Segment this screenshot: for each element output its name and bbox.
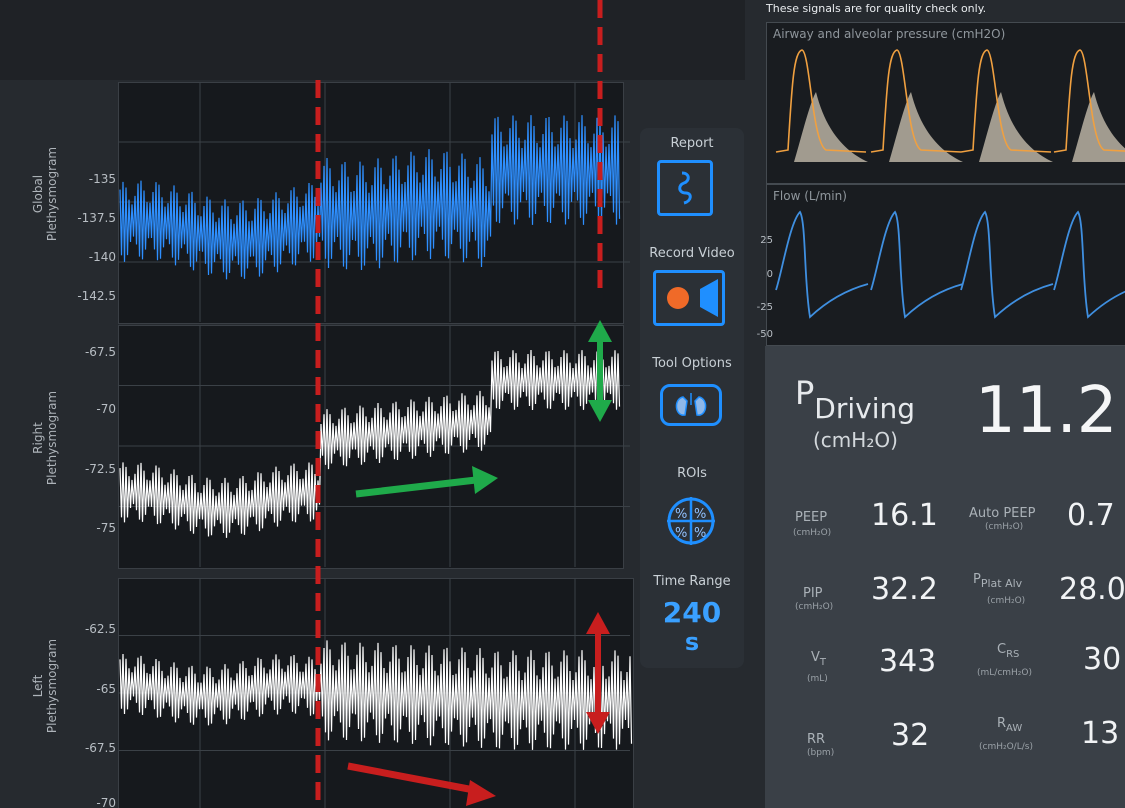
- right-trace: [119, 350, 621, 538]
- global-tick-3: -140: [88, 250, 116, 264]
- global-tick-4: -142.5: [77, 289, 116, 303]
- red-arrowhead-up: [586, 612, 610, 634]
- left-tick-1: -62.5: [84, 622, 116, 636]
- top-bezel: [0, 0, 745, 80]
- respiratory-metrics-panel: PDriving (cmH₂O) 11.2 PEEP (cmH₂O) 16.1 …: [765, 346, 1125, 808]
- vt-v: V: [811, 650, 820, 665]
- green-trend-arrow-shaft: [355, 476, 477, 498]
- pip-value: 32.2: [871, 572, 938, 607]
- left-trace: [119, 640, 633, 750]
- flow-tick-2: 0: [766, 269, 773, 280]
- auto-peep-unit: (cmH₂O): [985, 522, 1024, 532]
- svg-text:%: %: [675, 507, 687, 522]
- time-range-unit[interactable]: s: [684, 628, 700, 656]
- quality-check-note: These signals are for quality check only…: [766, 2, 987, 15]
- raw-sub: AW: [1006, 723, 1023, 734]
- rr-label: RR: [807, 732, 826, 747]
- rr-unit: (bpm): [807, 748, 835, 758]
- svg-text:%: %: [694, 507, 706, 522]
- svg-text:%: %: [675, 526, 687, 541]
- auto-peep-value: 0.7: [1067, 498, 1115, 533]
- tool-options-label: Tool Options: [652, 356, 732, 371]
- global-tick-1: -135: [88, 172, 116, 186]
- tool-options-icon[interactable]: [660, 384, 722, 426]
- green-trend-arrowhead: [472, 466, 498, 494]
- global-trace: [119, 115, 621, 280]
- green-arrowhead-down: [588, 400, 612, 422]
- rois-icon[interactable]: %%%%: [664, 494, 718, 548]
- driving-sub: Driving: [814, 392, 916, 425]
- pplat-value: 28.0: [1059, 572, 1125, 607]
- flow-waveform-title: Flow (L/min): [773, 189, 847, 203]
- crs-unit: (mL/cmH₂O): [977, 668, 1033, 678]
- rr-value: 32: [891, 718, 930, 753]
- record-video-label: Record Video: [649, 246, 735, 261]
- vt-sub: T: [819, 657, 827, 668]
- flow-tick-1: 25: [760, 235, 773, 246]
- report-label: Report: [670, 136, 714, 151]
- pplat-label: PPlat Alv: [973, 572, 1023, 590]
- flow-tick-3: -25: [756, 302, 773, 313]
- record-video-icon[interactable]: [653, 270, 725, 326]
- vt-value: 343: [879, 644, 937, 679]
- peep-value: 16.1: [871, 498, 938, 533]
- svg-text:%: %: [694, 526, 706, 541]
- left-tick-3: -67.5: [84, 741, 116, 755]
- tool-sidebar: Report Record Video Tool Options ROIs %%…: [640, 128, 744, 668]
- pplat-p: P: [973, 572, 981, 587]
- right-tick-1: -67.5: [84, 345, 116, 359]
- time-range-label: Time Range: [653, 574, 731, 589]
- driving-p: P: [795, 374, 815, 412]
- red-trend-arrowhead: [466, 780, 496, 806]
- crs-c: C: [997, 642, 1007, 657]
- driving-pressure-unit: (cmH₂O): [813, 428, 898, 452]
- peep-label: PEEP: [795, 510, 828, 525]
- right-tick-2: -70: [96, 402, 116, 416]
- driving-pressure-value: 11.2: [975, 374, 1118, 448]
- flow-tick-4: -50: [756, 329, 773, 340]
- crs-label: CRS: [997, 642, 1020, 660]
- green-arrowhead-up: [588, 320, 612, 342]
- right-plethysmogram-panel: [118, 325, 624, 569]
- rois-label: ROIs: [677, 466, 707, 481]
- vt-label: VT: [811, 650, 827, 668]
- auto-peep-label: Auto PEEP: [969, 506, 1036, 521]
- pplat-unit: (cmH₂O): [987, 596, 1026, 606]
- pressure-waveform-title: Airway and alveolar pressure (cmH2O): [773, 27, 1006, 41]
- alveolar-pressure-fill: [794, 92, 1125, 162]
- flow-trace: [775, 210, 1125, 319]
- raw-value: 13: [1081, 716, 1120, 751]
- pip-label: PIP: [803, 586, 823, 601]
- vt-unit: (mL): [807, 674, 828, 684]
- ventilator-waveforms: [775, 49, 1125, 319]
- left-tick-4: -70: [96, 796, 116, 808]
- right-tick-3: -72.5: [84, 462, 116, 476]
- raw-label: RAW: [997, 716, 1023, 734]
- driving-pressure-label: PDriving: [795, 374, 915, 425]
- plethysmogram-traces: [118, 0, 633, 808]
- left-tick-2: -65: [96, 682, 116, 696]
- report-icon[interactable]: [657, 160, 713, 216]
- raw-r: R: [997, 716, 1007, 731]
- raw-unit: (cmH₂O/L/s): [979, 742, 1033, 752]
- airway-pressure-trace: [775, 49, 1125, 153]
- pip-unit: (cmH₂O): [795, 602, 834, 612]
- red-arrowhead-down: [586, 712, 610, 734]
- global-tick-2: -137.5: [77, 211, 116, 225]
- right-tick-4: -75: [96, 521, 116, 535]
- pplat-sub: Plat Alv: [980, 577, 1023, 590]
- peep-unit: (cmH₂O): [793, 528, 832, 538]
- red-trend-arrow-shaft: [347, 762, 475, 794]
- flow-waveform-panel: Flow (L/min) 25 0 -25 -50: [757, 184, 1125, 346]
- crs-value: 30: [1083, 642, 1122, 677]
- time-range-value[interactable]: 240: [662, 596, 722, 629]
- crs-sub: RS: [1006, 649, 1020, 660]
